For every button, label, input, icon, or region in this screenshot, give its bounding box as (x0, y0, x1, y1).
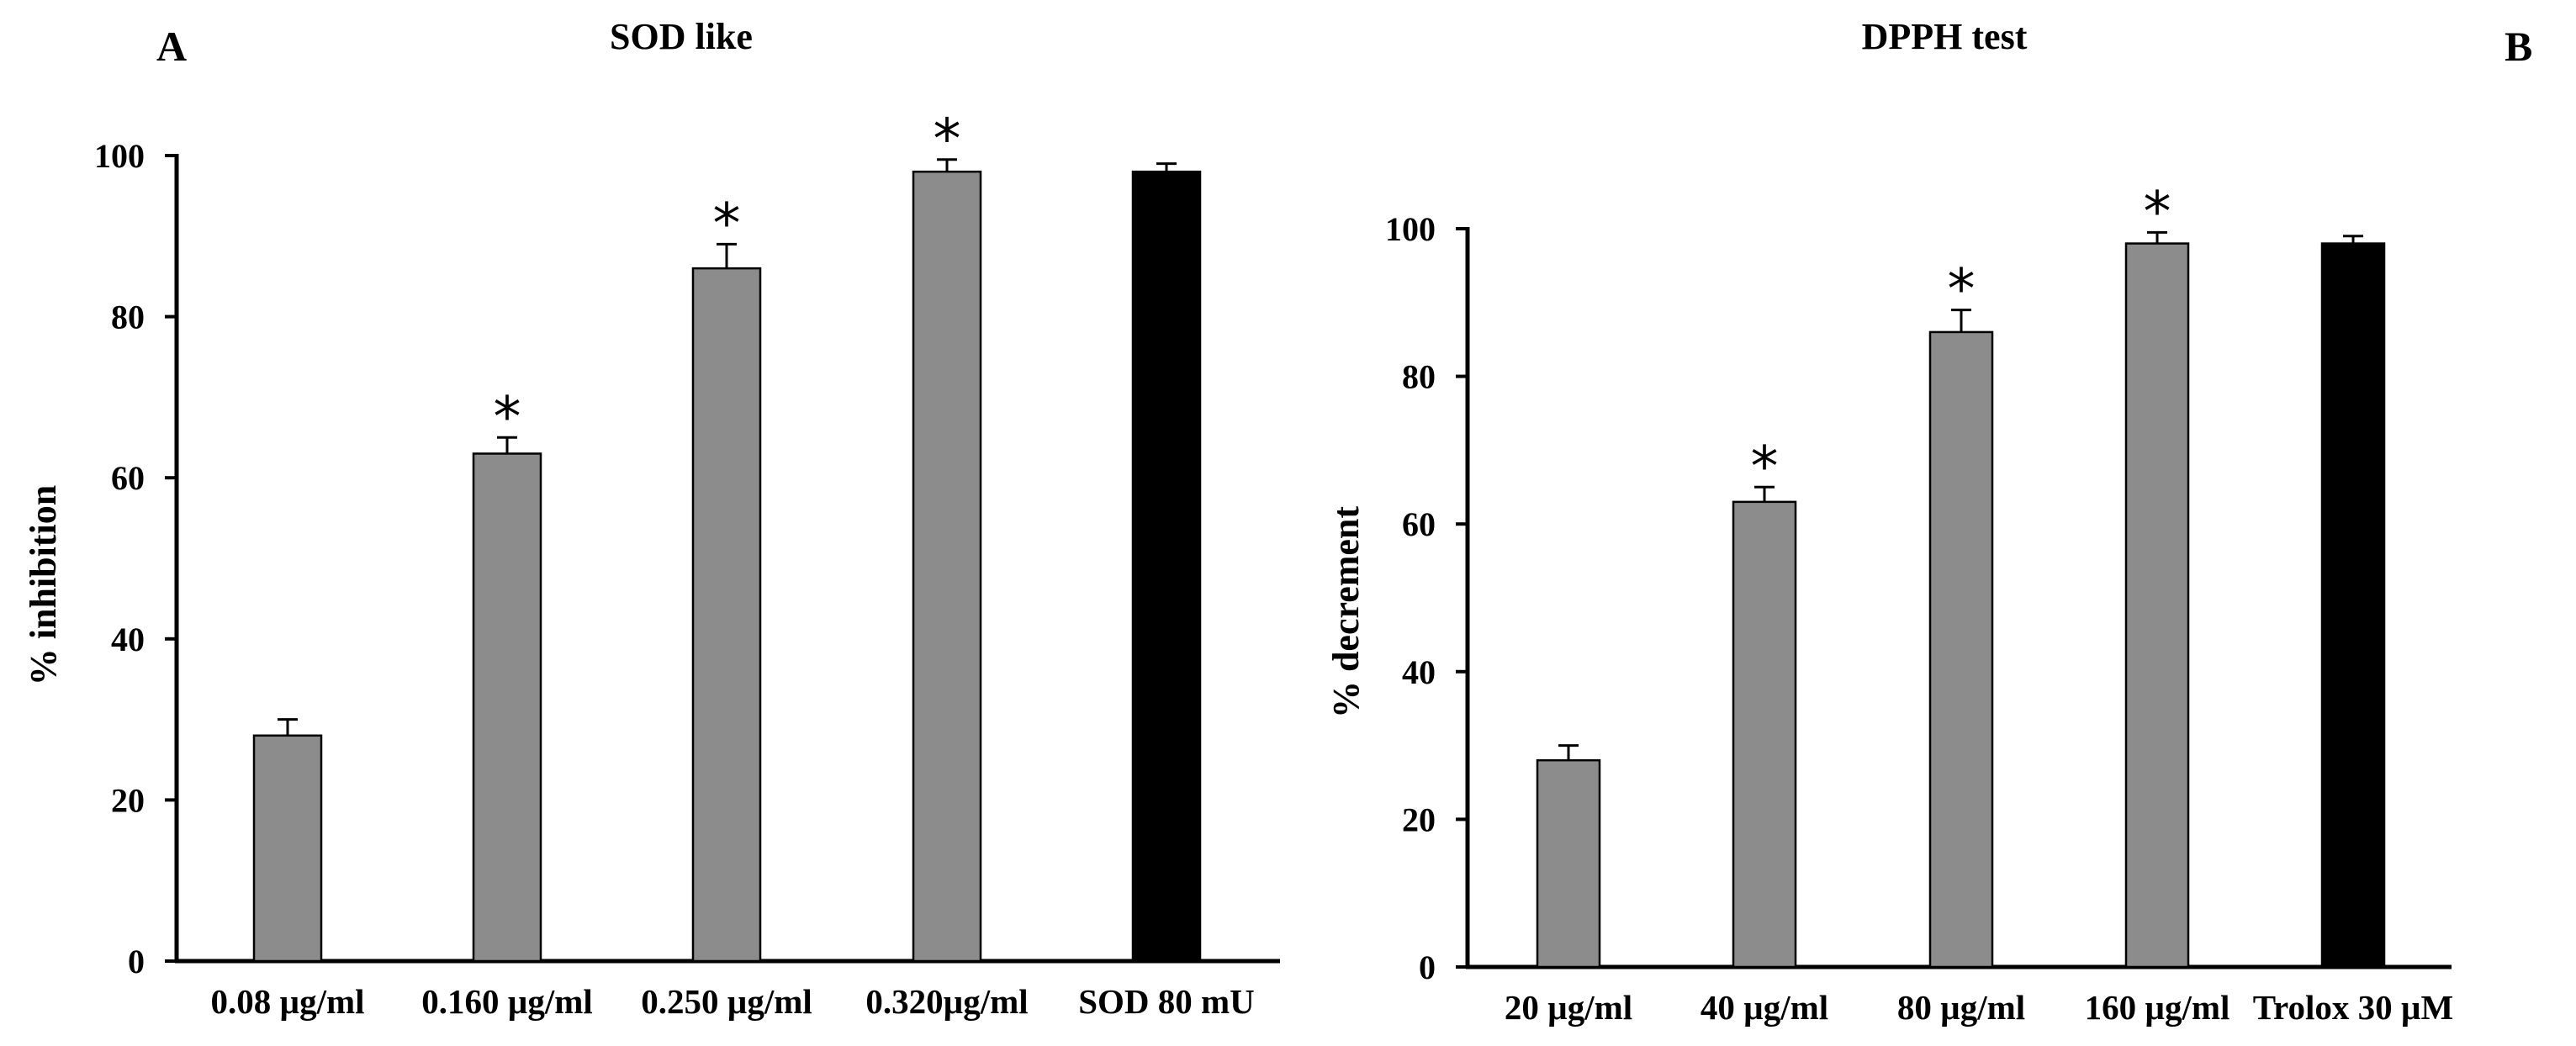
panel-a-error-bar (497, 436, 517, 454)
panel-a-y-tick-label: 100 (94, 137, 145, 175)
panel-a-plot: 0 20 40 60 80 100 0.08 µg/ml * 0.160 µg/ml * 0.250… (94, 107, 1280, 1021)
panel-b-error-bar (1558, 744, 1579, 761)
panel-b-y-tick-label: 100 (1385, 210, 1436, 248)
panel-a-bar (912, 170, 982, 963)
panel-a-error-bar (1156, 162, 1177, 172)
panel-a-label: A (156, 23, 187, 70)
panel-a-title: SOD like (610, 16, 753, 57)
panel-b-y-tick-label: 60 (1402, 505, 1436, 543)
panel-a-y-axis-label: % inhibition (23, 485, 64, 685)
panel-b-y-tick-label: 80 (1402, 358, 1436, 396)
panel-b-category-label: 80 µg/ml (1897, 988, 2025, 1027)
panel-b-bar (2320, 242, 2386, 969)
panel-a-category-label: 0.250 µg/ml (641, 982, 812, 1021)
panel-a-y-tick-label: 60 (111, 459, 145, 497)
panel-b-category-label: 40 µg/ml (1701, 988, 1828, 1027)
panel-b-bar (1928, 330, 1994, 969)
panel-a-bar (691, 267, 762, 963)
panel-b-error-bar (2147, 230, 2167, 244)
panel-b-bar (2124, 242, 2190, 969)
panel-b-y-tick-label: 0 (1419, 948, 1436, 986)
panel-a-significance-marker: * (713, 191, 741, 256)
panel-b-plot: 0 20 40 60 80 100 20 µg/ml * 40 µg/ml * 80 µg/ml * 1… (1385, 179, 2453, 1027)
panel-b-significance-marker: * (2144, 179, 2171, 244)
panel-b-error-bar (1951, 309, 1971, 332)
panel-b-bar (1732, 500, 1797, 969)
panel-a-bar (472, 452, 542, 963)
panel-b-y-tick-label: 40 (1402, 653, 1436, 691)
panel-a-bar (1131, 170, 1202, 963)
panel-a-error-bar (937, 158, 957, 172)
panel-b-error-bar (2343, 235, 2363, 244)
panel-b-category-label: Trolox 30 µM (2253, 988, 2453, 1027)
panel-a-y-tick-label: 80 (111, 298, 145, 336)
panel-b-significance-marker: * (1948, 257, 1976, 322)
panel-a-significance-marker: * (494, 384, 521, 449)
panel-a-error-bar (278, 718, 298, 736)
panel-b-y-tick-label: 20 (1402, 800, 1436, 838)
panel-a-category-label: 0.160 µg/ml (421, 982, 593, 1021)
panel-a-significance-marker: * (934, 107, 961, 172)
panel-a-bar (252, 734, 323, 963)
panel-a-category-label: 0.08 µg/ml (210, 982, 364, 1021)
panel-b-bar (1536, 758, 1601, 969)
panel-a-y-tick-label: 40 (111, 621, 145, 658)
panel-b-title: DPPH test (1862, 16, 2028, 57)
panel-b-y-axis-label: % decrement (1325, 506, 1367, 718)
panel-b-category-label: 20 µg/ml (1505, 988, 1632, 1027)
panel-b-category-label: 160 µg/ml (2085, 988, 2230, 1027)
panel-a-y-tick-label: 20 (111, 781, 145, 819)
panel-a-y-tick-label: 0 (128, 943, 145, 980)
panel-b-significance-marker: * (1751, 434, 1779, 499)
panel-a-category-label: SOD 80 mU (1078, 982, 1255, 1021)
panel-a-error-bar (717, 242, 737, 269)
panel-a-category-label: 0.320µg/ml (865, 982, 1028, 1021)
panel-b-label: B (2505, 23, 2532, 70)
panel-b-error-bar (1754, 485, 1775, 502)
